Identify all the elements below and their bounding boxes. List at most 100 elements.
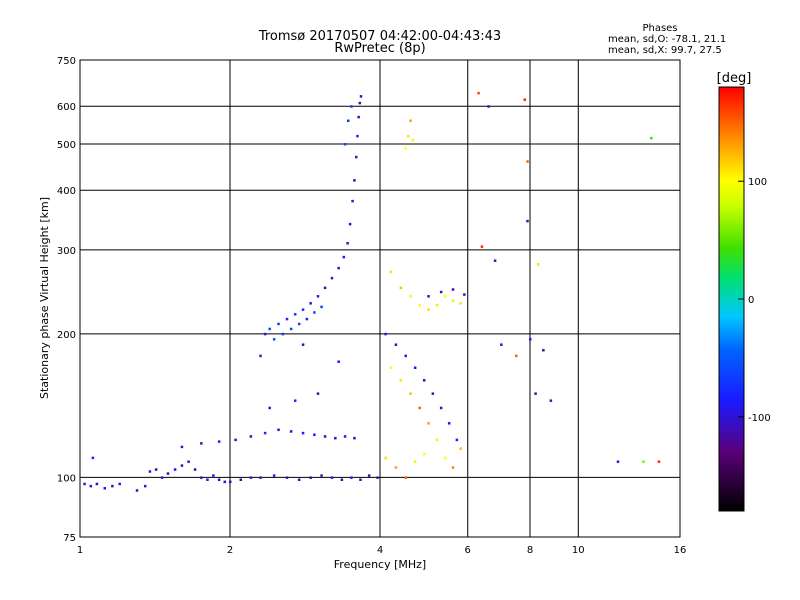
data-point — [515, 354, 518, 358]
data-point — [263, 431, 267, 435]
data-point — [463, 293, 466, 296]
data-point — [418, 303, 421, 307]
data-point — [293, 399, 297, 402]
data-point — [313, 433, 316, 437]
data-point — [289, 430, 293, 433]
data-point — [229, 480, 232, 484]
data-point — [384, 456, 387, 460]
data-point — [359, 478, 362, 481]
data-point — [500, 343, 503, 346]
data-point — [187, 460, 190, 463]
colorbar-tick-label: 100 — [748, 177, 767, 188]
data-point — [200, 476, 203, 479]
data-point — [160, 476, 164, 479]
data-point — [455, 438, 459, 442]
data-point — [343, 435, 347, 438]
data-point — [118, 482, 121, 486]
data-point — [451, 466, 455, 469]
data-point — [83, 482, 86, 486]
data-point — [404, 147, 407, 150]
data-point — [447, 422, 451, 425]
data-point — [389, 270, 393, 274]
data-point — [409, 295, 412, 298]
data-point — [526, 219, 529, 223]
data-point — [323, 286, 327, 290]
x-tick-label: 4 — [377, 545, 383, 556]
data-point — [487, 105, 490, 108]
data-point — [351, 199, 354, 203]
y-tick-label: 75 — [63, 533, 76, 544]
data-point — [342, 255, 346, 259]
data-point — [277, 428, 280, 432]
data-point — [443, 456, 447, 460]
data-point — [459, 302, 462, 305]
data-point — [422, 379, 426, 382]
data-point — [268, 406, 271, 410]
data-point — [89, 484, 93, 488]
data-point — [330, 476, 334, 479]
data-point — [206, 478, 209, 481]
stats-o-mode: mean, sd,O: -78.1, 21.1 — [608, 34, 726, 45]
data-point — [277, 322, 280, 326]
plot-frame — [79, 59, 681, 538]
data-point — [350, 476, 353, 479]
data-point — [166, 472, 170, 475]
data-point — [549, 399, 553, 402]
data-point — [249, 435, 253, 438]
data-point — [143, 484, 147, 488]
x-tick-label: 16 — [674, 545, 687, 556]
data-point — [451, 288, 455, 291]
data-point — [148, 470, 152, 473]
data-point — [268, 327, 271, 331]
data-point — [359, 95, 363, 98]
scatter-points — [83, 91, 661, 492]
data-point — [411, 138, 415, 142]
data-point — [536, 263, 540, 266]
data-point — [316, 392, 320, 395]
y-tick-label: 100 — [57, 473, 76, 484]
data-point — [301, 308, 305, 311]
data-point — [330, 276, 334, 280]
data-point — [534, 392, 537, 395]
x-tick-label: 8 — [527, 545, 533, 556]
y-tick-label: 600 — [57, 102, 76, 113]
data-point — [389, 366, 393, 369]
data-point — [427, 295, 430, 298]
data-point — [272, 338, 276, 341]
chart-subtitle: RwPretec (8p) — [334, 41, 425, 56]
data-point — [217, 440, 221, 443]
data-point — [309, 476, 312, 479]
data-point — [418, 406, 421, 410]
data-point — [353, 436, 356, 440]
data-point — [657, 460, 661, 463]
data-point — [259, 354, 262, 358]
data-point — [103, 487, 107, 490]
colorbar-tick-label: -100 — [748, 413, 771, 424]
data-point — [404, 476, 407, 479]
y-tick-label: 300 — [57, 246, 76, 257]
data-point — [320, 305, 323, 309]
stats-heading: Phases — [642, 23, 677, 34]
x-tick-label: 10 — [572, 545, 585, 556]
data-point — [357, 115, 360, 119]
data-point — [337, 266, 340, 270]
data-point — [334, 436, 337, 440]
data-point — [180, 464, 184, 467]
x-tick-labels: 1 2 4 6 8 10 16 — [77, 545, 687, 556]
data-point — [350, 105, 353, 108]
data-point — [340, 478, 344, 481]
data-point — [289, 327, 293, 331]
data-point — [523, 98, 527, 101]
data-point — [239, 478, 243, 481]
data-point — [406, 134, 410, 138]
data-point — [337, 360, 340, 363]
data-point — [399, 286, 403, 290]
data-point — [356, 134, 359, 138]
data-point — [451, 299, 455, 302]
data-point — [111, 484, 114, 488]
data-point — [616, 460, 620, 463]
data-point — [346, 119, 350, 123]
data-point — [427, 422, 430, 425]
data-point — [477, 91, 480, 95]
